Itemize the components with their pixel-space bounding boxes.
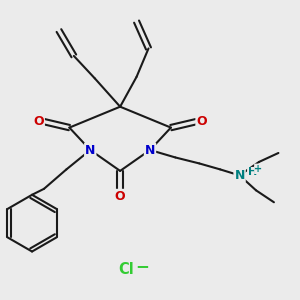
Text: +: + — [254, 164, 262, 174]
Text: N: N — [234, 169, 245, 182]
Text: H: H — [248, 167, 257, 177]
Text: O: O — [33, 115, 44, 128]
Text: Cl: Cl — [118, 262, 134, 277]
Text: −: − — [136, 257, 149, 275]
Text: N: N — [145, 143, 155, 157]
Text: O: O — [196, 115, 207, 128]
Text: N: N — [85, 143, 95, 157]
Text: O: O — [115, 190, 125, 203]
